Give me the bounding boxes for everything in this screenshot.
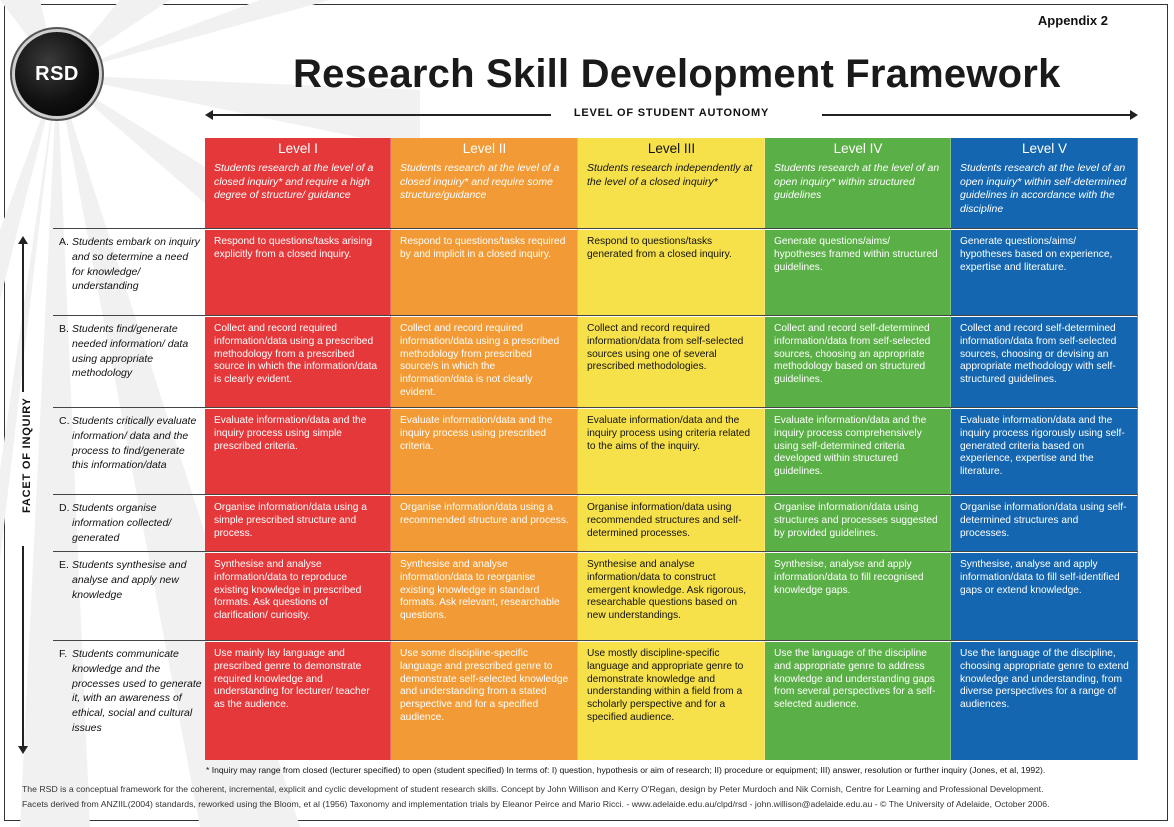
cell-d-level-3: Organise information/data using recommen… (578, 494, 765, 551)
facet-c: C. Students critically evaluate informat… (53, 407, 203, 473)
row-divider (53, 228, 1138, 229)
row-divider (53, 551, 1138, 552)
facet-letter: C. (59, 415, 70, 427)
cell-d-level-2: Organise information/data using a recomm… (391, 494, 578, 551)
level-header-1: Level I Students research at the level o… (205, 138, 391, 228)
cell-b-level-5: Collect and record self-determined infor… (951, 315, 1138, 407)
cell-d-level-5: Organise information/data using self-det… (951, 494, 1138, 551)
cell-b-level-1: Collect and record required information/… (205, 315, 391, 407)
facet-letter: E. (59, 559, 69, 571)
facet-e: E. Students synthesise and analyse and a… (53, 551, 203, 602)
level-description: Students research independently at the l… (587, 161, 753, 188)
logo-text: RSD (35, 62, 79, 85)
cell-d-level-4: Organise information/data using structur… (765, 494, 951, 551)
facet-letter: A. (59, 236, 69, 248)
axis-line-right (822, 114, 1132, 116)
facet-axis-label: FACET OF INQUIRY (21, 397, 33, 513)
facet-b: B. Students find/generate needed informa… (53, 315, 203, 381)
cell-b-level-3: Collect and record required information/… (578, 315, 765, 407)
arrow-up-icon (18, 236, 28, 244)
cell-c-level-4: Evaluate information/data and the inquir… (765, 407, 951, 494)
framework-grid: Level I Students research at the level o… (205, 138, 1138, 760)
facet-a: A. Students embark on inquiry and so det… (53, 228, 203, 294)
level-header-4: Level IV Students research at the level … (765, 138, 951, 228)
facet-axis (16, 236, 30, 754)
autonomy-axis: LEVEL OF STUDENT AUTONOMY (205, 106, 1138, 124)
cell-e-level-4: Synthesise, analyse and apply informatio… (765, 551, 951, 640)
cell-e-level-1: Synthesise and analyse information/data … (205, 551, 391, 640)
level-header-3: Level III Students research independentl… (578, 138, 765, 228)
cell-a-level-5: Generate questions/aims/ hypotheses base… (951, 228, 1138, 315)
cell-e-level-3: Synthesise and analyse information/data … (578, 551, 765, 640)
level-header-2: Level II Students research at the level … (391, 138, 578, 228)
level-header-5: Level V Students research at the level o… (951, 138, 1138, 228)
level-description: Students research at the level of an ope… (774, 161, 940, 202)
cell-f-level-3: Use mostly discipline-specific language … (578, 640, 765, 760)
level-name: Level I (278, 141, 318, 156)
cell-a-level-3: Respond to questions/tasks generated fro… (578, 228, 765, 315)
row-divider (53, 407, 1138, 408)
cell-e-level-5: Synthesise, analyse and apply informatio… (951, 551, 1138, 640)
facet-text: Students synthesise and analyse and appl… (72, 559, 187, 601)
credits-line: Facets derived from ANZIIL(2004) standar… (22, 799, 1050, 809)
cell-d-level-1: Organise information/data using a simple… (205, 494, 391, 551)
cell-a-level-2: Respond to questions/tasks required by a… (391, 228, 578, 315)
arrow-down-icon (18, 746, 28, 754)
page-title: Research Skill Development Framework (293, 52, 1061, 96)
row-divider (53, 494, 1138, 495)
cell-c-level-5: Evaluate information/data and the inquir… (951, 407, 1138, 494)
facet-text: Students critically evaluate information… (72, 415, 197, 472)
cell-f-level-4: Use the language of the discipline and a… (765, 640, 951, 760)
row-divider (53, 315, 1138, 316)
arrow-right-icon (1130, 110, 1138, 120)
cell-a-level-4: Generate questions/aims/ hypotheses fram… (765, 228, 951, 315)
footnote: * Inquiry may range from closed (lecture… (206, 765, 1046, 775)
cell-c-level-1: Evaluate information/data and the inquir… (205, 407, 391, 494)
facet-letter: D. (59, 502, 70, 514)
cell-c-level-3: Evaluate information/data and the inquir… (578, 407, 765, 494)
cell-f-level-2: Use some discipline-specific language an… (391, 640, 578, 760)
cell-f-level-5: Use the language of the discipline, choo… (951, 640, 1138, 760)
level-name: Level II (462, 141, 507, 156)
facet-text: Students communicate knowledge and the p… (72, 648, 202, 734)
level-name: Level V (1021, 141, 1068, 156)
credits: The RSD is a conceptual framework for th… (22, 782, 1147, 812)
facet-axis-line-bottom (22, 546, 24, 748)
level-description: Students research at the level of a clos… (400, 161, 560, 202)
cell-f-level-1: Use mainly lay language and prescribed g… (205, 640, 391, 760)
level-description: Students research at the level of an ope… (960, 161, 1127, 216)
rsd-logo: RSD (15, 32, 99, 116)
level-name: Level III (647, 141, 696, 156)
cell-a-level-1: Respond to questions/tasks arising expli… (205, 228, 391, 315)
credits-line: The RSD is a conceptual framework for th… (22, 784, 1044, 794)
cell-e-level-2: Synthesise and analyse information/data … (391, 551, 578, 640)
arrow-left-icon (205, 110, 213, 120)
cell-c-level-2: Evaluate information/data and the inquir… (391, 407, 578, 494)
appendix-label: Appendix 2 (1037, 13, 1108, 28)
row-divider (53, 640, 1138, 641)
facet-text: Students find/generate needed informatio… (72, 323, 189, 380)
autonomy-label: LEVEL OF STUDENT AUTONOMY (573, 107, 770, 119)
facet-letter: F. (59, 648, 68, 660)
facet-letter: B. (59, 323, 69, 335)
axis-line-left (211, 114, 551, 116)
facet-text: Students embark on inquiry and so determ… (72, 236, 200, 293)
facet-d: D. Students organise information collect… (53, 494, 203, 545)
facet-text: Students organise information collected/… (72, 502, 172, 544)
cell-b-level-2: Collect and record required information/… (391, 315, 578, 407)
level-description: Students research at the level of a clos… (214, 161, 374, 202)
facet-f: F. Students communicate knowledge and th… (53, 640, 203, 736)
cell-b-level-4: Collect and record self-determined infor… (765, 315, 951, 407)
facet-axis-line-top (22, 242, 24, 392)
level-name: Level IV (833, 141, 883, 156)
